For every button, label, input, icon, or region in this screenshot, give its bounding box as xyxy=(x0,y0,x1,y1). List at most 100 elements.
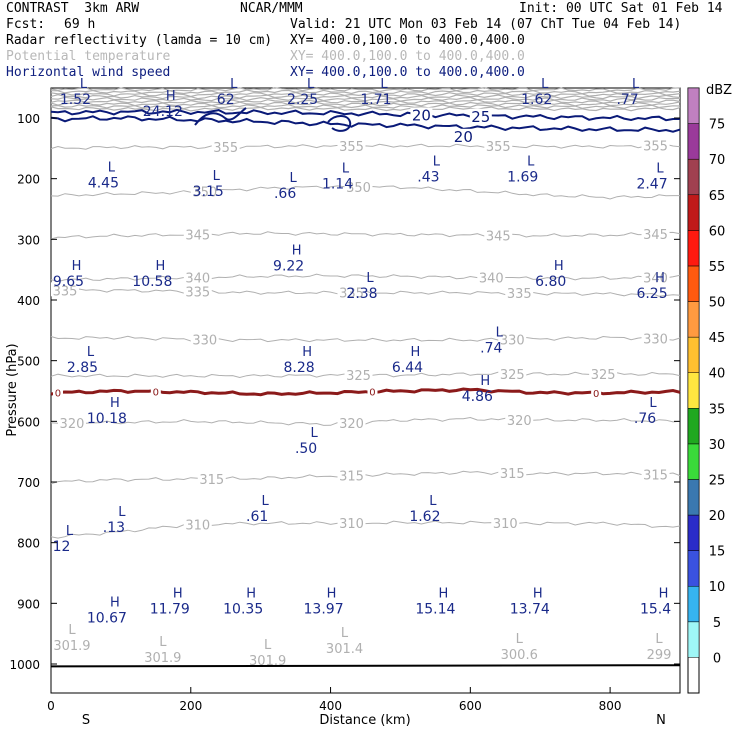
wind-extremum-value: 10.58 xyxy=(132,274,172,290)
colorbar-swatch xyxy=(687,408,700,445)
stratosphere-theta-line xyxy=(50,94,681,100)
theta-label-bg xyxy=(498,366,527,381)
wind-extremum-letter: H xyxy=(292,244,302,259)
wind-extremum-value: 10.35 xyxy=(223,601,263,617)
theta-contour-label: 355 xyxy=(213,141,238,156)
wind-extremum-value: 1.62 xyxy=(409,509,440,525)
theta-extremum-letter: L xyxy=(264,638,272,653)
field-wind-name: Horizontal wind speed xyxy=(6,65,171,80)
stratosphere-theta-line xyxy=(50,89,681,95)
wind-extremum-letter: L xyxy=(527,154,535,169)
theta-extremum-value: 299 xyxy=(647,648,672,663)
colorbar-swatch xyxy=(687,230,700,267)
colorbar-level-label: 75 xyxy=(709,118,726,133)
theta-extremum-value: 301.4 xyxy=(326,642,363,657)
chart-title: CONTRAST 3km ARW xyxy=(6,1,140,16)
theta-label-bg xyxy=(190,331,219,346)
freezing-level-label: 0 xyxy=(153,388,159,399)
wind-extremum-letter: H xyxy=(246,586,256,601)
field-theta-xy: XY= 400.0,100.0 to 400.0,400.0 xyxy=(290,49,525,64)
wind-extremum-value: 1.14 xyxy=(322,177,353,193)
colorbar-swatch xyxy=(687,443,700,480)
theta-label-bg xyxy=(498,331,527,346)
wind-extremum-value: 1.71 xyxy=(360,92,391,108)
wind-extremum-letter: L xyxy=(66,524,74,539)
wind-extremum-letter: H xyxy=(166,89,176,104)
colorbar-swatch xyxy=(687,158,700,196)
theta-contour-label: 325 xyxy=(346,369,371,384)
theta-contour-label: 320 xyxy=(60,417,85,432)
colorbar-level-label: 10 xyxy=(709,580,726,595)
y-tick-label: 600 xyxy=(17,415,40,429)
theta-label-bg xyxy=(344,178,373,193)
wind-extremum-letter: H xyxy=(533,586,543,601)
x-axis-title: Distance (km) xyxy=(319,713,410,728)
theta-label-bg xyxy=(505,411,534,426)
field-wind-xy: XY= 400.0,100.0 to 400.0,400.0 xyxy=(290,65,525,80)
wind-extremum-letter: H xyxy=(327,586,337,601)
theta-contour-label: 335 xyxy=(339,287,364,302)
wind-extremum-value: 15.14 xyxy=(415,601,455,617)
colorbar-swatch xyxy=(687,123,700,160)
colorbar-swatch xyxy=(687,336,700,373)
theta-contour-label: 355 xyxy=(339,140,364,155)
theta-label-bg xyxy=(477,269,506,284)
y-tick-label: 800 xyxy=(17,537,40,551)
wind-extremum-letter: L xyxy=(649,396,657,411)
theta-label-bg xyxy=(337,415,366,430)
y-tick-label: 100 xyxy=(17,112,40,126)
wind-speed-contour xyxy=(194,107,247,126)
wind-extremum-value: .13 xyxy=(103,520,125,536)
colorbar-level-label: 30 xyxy=(709,438,726,453)
wind-extremum-value: .76 xyxy=(634,411,656,427)
colorbar-level-label: 35 xyxy=(709,402,726,417)
y-tick-label: 900 xyxy=(17,597,40,611)
plot-frame xyxy=(50,87,681,694)
theta-contour-label: 310 xyxy=(493,517,518,532)
freezing-level-label: 0 xyxy=(369,388,375,399)
theta-label-bg xyxy=(57,414,86,429)
stratosphere-theta-line xyxy=(50,91,681,98)
colorbar-swatch xyxy=(687,550,700,587)
x-tick-label: 400 xyxy=(319,699,342,713)
theta-label-bg xyxy=(183,283,212,298)
theta-contour-label: 345 xyxy=(185,228,210,243)
colorbar-swatch xyxy=(687,87,700,124)
freezing-level-line xyxy=(50,387,681,397)
theta-label-bg xyxy=(211,138,240,153)
x-tick-label: 600 xyxy=(459,699,482,713)
organization-label: NCAR/MMM xyxy=(240,1,303,16)
ground-line xyxy=(50,664,681,668)
wind-extremum-value: 6.44 xyxy=(392,360,423,376)
wind-extremum-value: .66 xyxy=(274,186,296,202)
colorbar-unit-label: dBZ xyxy=(706,83,732,98)
wind-extremum-value: 3.15 xyxy=(193,184,224,200)
theta-contour-label: 335 xyxy=(507,287,532,302)
freezing-label-bg xyxy=(591,386,602,398)
theta-contour-label: 330 xyxy=(643,332,668,347)
theta-contour-label: 325 xyxy=(591,368,616,383)
theta-extremum-value: 301.9 xyxy=(249,654,286,669)
wind-extremum-letter: H xyxy=(438,586,448,601)
theta-contour-label: 315 xyxy=(339,469,364,484)
wind-extremum-value: 13.74 xyxy=(510,601,550,617)
theta-label-bg xyxy=(337,515,366,530)
theta-label-bg xyxy=(484,138,513,153)
wind-extremum-letter: L xyxy=(213,169,221,184)
wind-extremum-value: .74 xyxy=(480,341,502,357)
wind-extremum-letter: L xyxy=(366,271,374,286)
theta-contour-label: 340 xyxy=(185,271,210,286)
theta-label-bg xyxy=(183,269,212,284)
colorbar-level-label: 65 xyxy=(709,189,726,204)
theta-label-bg xyxy=(641,225,670,240)
colorbar-level-label: 50 xyxy=(709,296,726,311)
wind-speed-contour xyxy=(50,115,681,133)
theta-contour xyxy=(50,231,681,240)
colorbar-swatch xyxy=(687,514,700,551)
init-time: Init: 00 UTC Sat 01 Feb 14 xyxy=(519,1,723,16)
wind-extremum-letter: H xyxy=(480,374,490,389)
wind-extremum-value: 12 xyxy=(53,539,71,555)
theta-label-bg xyxy=(589,366,618,381)
wind-extremum-value: 62 xyxy=(217,92,235,108)
wind-extremum-letter: H xyxy=(411,345,421,360)
